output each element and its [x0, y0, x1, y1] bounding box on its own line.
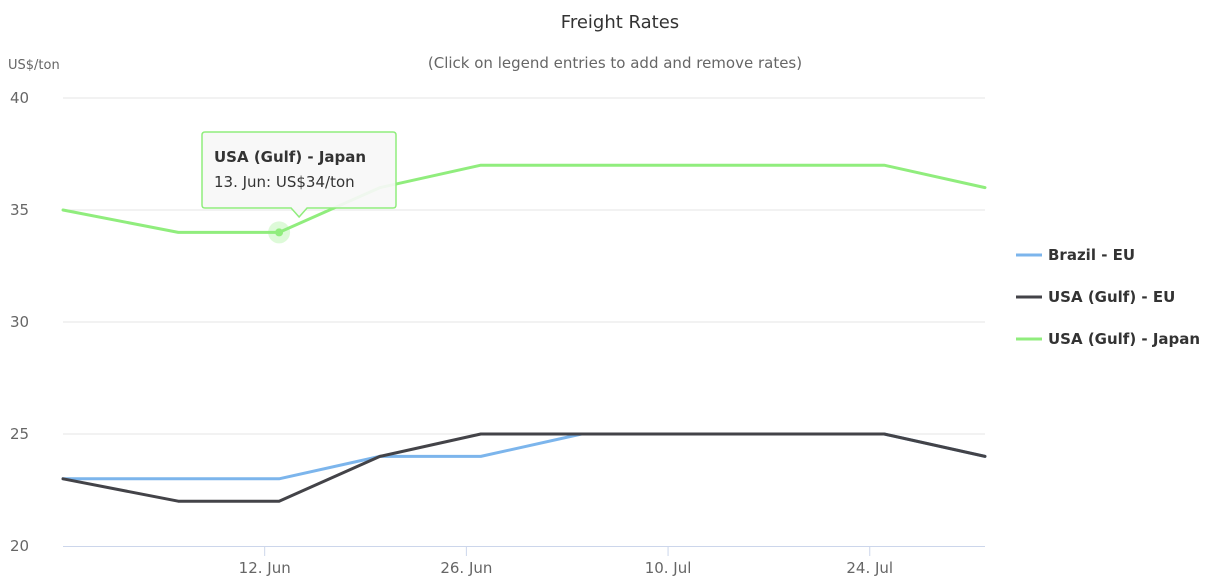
tooltip-text: 13. Jun: US$34/ton — [214, 173, 355, 191]
tooltip: USA (Gulf) - Japan 13. Jun: US$34/ton — [201, 131, 397, 244]
series-line-1 — [61, 432, 987, 481]
legend-label: Brazil - EU — [1048, 246, 1135, 264]
x-tick-label: 12. Jun — [239, 559, 291, 577]
x-tick-label: 10. Jul — [645, 559, 692, 577]
series-lines — [61, 163, 987, 503]
x-axis-ticks: 12. Jun 26. Jun 10. Jul 24. Jul — [239, 546, 893, 577]
tooltip-title: USA (Gulf) - Japan — [214, 148, 366, 166]
y-axis-tick-labels: 20 25 30 35 40 — [10, 89, 29, 555]
x-tick-label: 24. Jul — [846, 559, 893, 577]
series-line-2 — [61, 432, 987, 503]
x-tick-label: 26. Jun — [440, 559, 492, 577]
legend-item-2[interactable]: USA (Gulf) - EU — [1016, 288, 1175, 306]
tooltip-box — [201, 131, 397, 219]
y-tick-label: 30 — [10, 313, 29, 331]
series-line-3 — [61, 163, 987, 234]
y-tick-label: 40 — [10, 89, 29, 107]
hovered-point — [275, 228, 284, 237]
legend-label: USA (Gulf) - Japan — [1048, 330, 1200, 348]
legend-label: USA (Gulf) - EU — [1048, 288, 1175, 306]
y-tick-label: 25 — [10, 425, 29, 443]
chart-subtitle: (Click on legend entries to add and remo… — [428, 54, 802, 72]
legend-item-1[interactable]: Brazil - EU — [1016, 246, 1135, 264]
legend: Brazil - EU USA (Gulf) - EU USA (Gulf) - J… — [1016, 246, 1200, 348]
y-axis-title: US$/ton — [8, 58, 60, 73]
chart-title: Freight Rates — [561, 12, 679, 33]
legend-item-3[interactable]: USA (Gulf) - Japan — [1016, 330, 1200, 348]
y-tick-label: 35 — [10, 201, 29, 219]
y-tick-label: 20 — [10, 537, 29, 555]
